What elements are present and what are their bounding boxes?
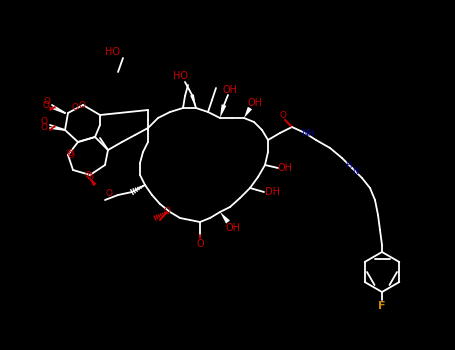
Text: O: O bbox=[85, 172, 91, 181]
Text: O: O bbox=[279, 111, 287, 119]
Text: O: O bbox=[40, 122, 47, 132]
Text: F: F bbox=[378, 301, 386, 311]
Text: HO: HO bbox=[172, 71, 187, 81]
Text: O: O bbox=[86, 173, 93, 182]
Text: OH: OH bbox=[278, 163, 293, 173]
Text: O: O bbox=[40, 118, 47, 126]
Polygon shape bbox=[220, 212, 230, 224]
Text: O: O bbox=[196, 239, 204, 249]
Text: DH: DH bbox=[264, 187, 279, 197]
Text: O: O bbox=[106, 189, 113, 197]
Text: OH: OH bbox=[248, 98, 263, 108]
Polygon shape bbox=[190, 94, 196, 108]
Text: OH: OH bbox=[222, 85, 238, 95]
Polygon shape bbox=[244, 107, 252, 118]
Text: O: O bbox=[163, 208, 171, 217]
Text: O: O bbox=[67, 150, 75, 160]
Text: O: O bbox=[66, 148, 74, 158]
Text: NH: NH bbox=[301, 128, 315, 138]
Text: H: H bbox=[345, 161, 351, 169]
Polygon shape bbox=[220, 104, 227, 118]
Text: OH: OH bbox=[226, 223, 241, 233]
Text: O: O bbox=[42, 102, 50, 111]
Text: O: O bbox=[44, 97, 51, 105]
Text: N: N bbox=[352, 168, 358, 176]
Text: O: O bbox=[71, 104, 79, 112]
Text: HO: HO bbox=[106, 47, 121, 57]
Polygon shape bbox=[88, 176, 96, 186]
Text: O: O bbox=[79, 102, 86, 111]
